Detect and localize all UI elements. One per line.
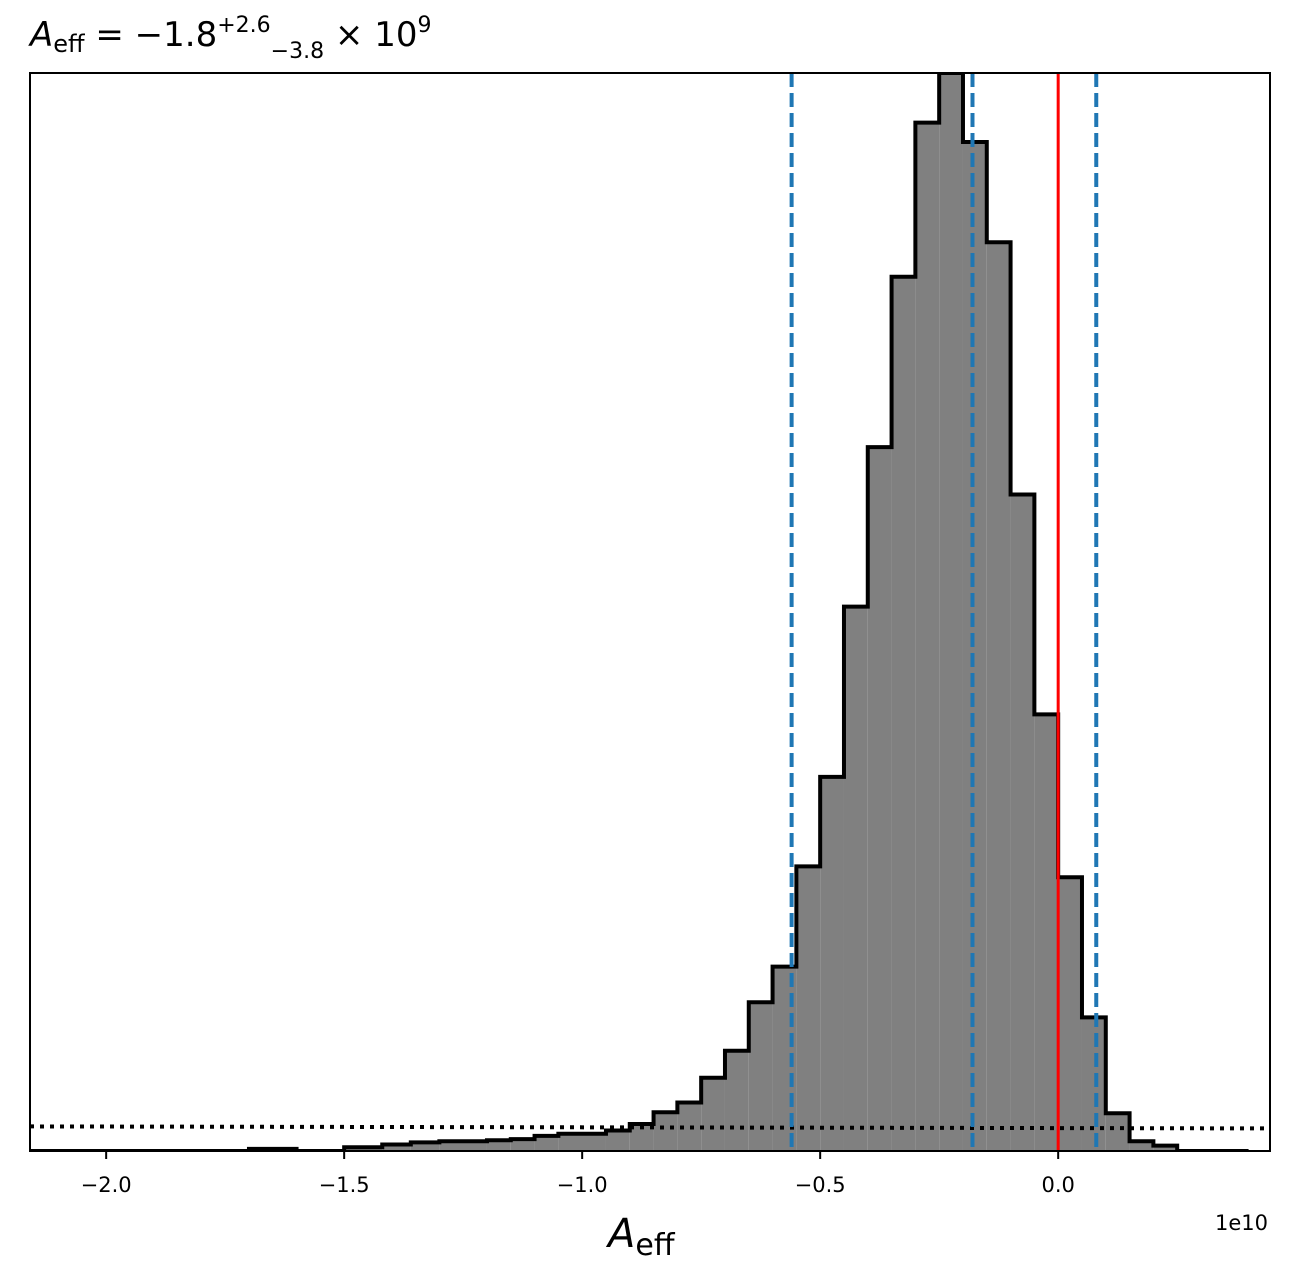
histogram-bar	[1010, 494, 1035, 1151]
histogram-bar	[748, 1002, 773, 1151]
histogram-bar	[677, 1102, 702, 1151]
histogram-bar	[510, 1139, 535, 1151]
histogram-bar	[653, 1112, 678, 1151]
title-lower-error: −3.8	[271, 39, 324, 64]
histogram-bar	[1034, 714, 1059, 1151]
histogram-bar	[439, 1141, 487, 1151]
histogram-bar	[915, 122, 940, 1151]
histogram-bar	[486, 1140, 511, 1151]
x-tick-label: −2.0	[81, 1173, 132, 1197]
title-upper-error: +2.6	[217, 13, 270, 38]
histogram-bar	[534, 1135, 559, 1151]
histogram-outline	[30, 73, 1249, 1151]
title-exponent: 9	[417, 13, 431, 38]
histogram-bar	[962, 141, 987, 1151]
histogram-bar	[1081, 1017, 1106, 1151]
title-value: = −1.8	[85, 15, 218, 55]
x-axis-ticks: −2.0 −1.5 −1.0 −0.5 0.0	[81, 1151, 1075, 1197]
prior-line	[30, 1124, 1270, 1131]
histogram-bar	[843, 606, 868, 1151]
title-symbol: A	[28, 15, 53, 55]
histogram-bar	[820, 776, 844, 1151]
histogram-bar	[382, 1144, 411, 1151]
histogram-bar	[796, 866, 821, 1151]
histogram-bars	[248, 73, 1178, 1151]
chart-title: Aeff = −1.8+2.6−3.8 × 109	[28, 13, 431, 64]
histogram-bar	[724, 1050, 749, 1151]
histogram-bar	[1105, 1113, 1130, 1151]
plot-area	[30, 73, 1270, 1151]
histogram-bar	[701, 1077, 725, 1151]
histogram-bar	[410, 1142, 440, 1151]
histogram-bar	[629, 1124, 654, 1151]
x-tick-label: −1.5	[319, 1173, 370, 1197]
histogram-bar	[558, 1133, 606, 1151]
histogram-bar	[891, 276, 916, 1151]
x-tick-label: −0.5	[795, 1173, 846, 1197]
x-axis-symbol-sub: eff	[635, 1228, 675, 1263]
histogram-bar	[1153, 1145, 1178, 1151]
x-tick-label: −1.0	[557, 1173, 608, 1197]
title-symbol-sub: eff	[53, 30, 85, 58]
histogram-bar	[605, 1130, 630, 1151]
histogram-bar	[1129, 1141, 1154, 1151]
x-axis-symbol: A	[605, 1211, 635, 1257]
axes-frame	[29, 72, 1271, 1152]
x-axis-label: Aeff	[605, 1211, 676, 1263]
histogram-bar	[867, 447, 892, 1151]
histogram-bar	[1058, 877, 1082, 1151]
x-tick-label: 0.0	[1041, 1173, 1074, 1197]
x-axis-offset-label: 1e10	[1215, 1211, 1268, 1235]
title-times: × 10	[324, 15, 417, 55]
histogram-bar	[986, 242, 1011, 1151]
histogram-bar	[939, 73, 963, 1151]
